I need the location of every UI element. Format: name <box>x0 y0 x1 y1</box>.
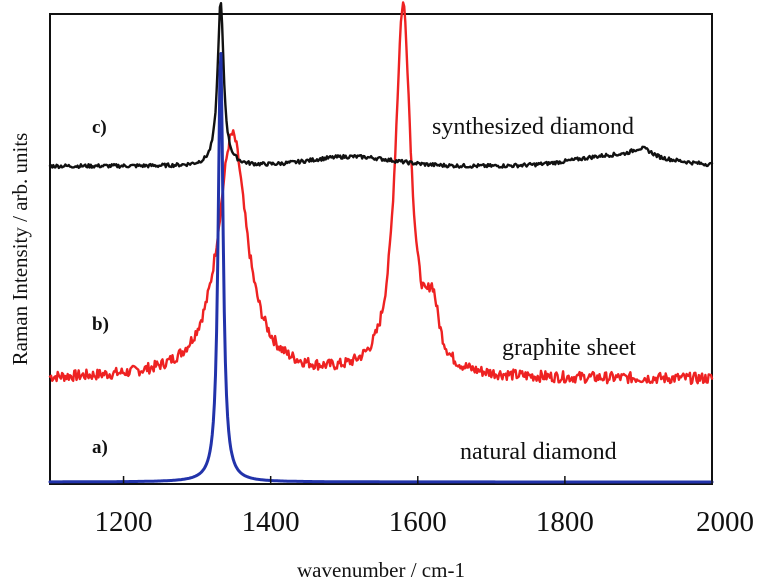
x-axis-title: wavenumber / cm-1 <box>297 558 465 582</box>
panel-label-b: b) <box>92 314 109 335</box>
panel-label-a: a) <box>92 437 108 458</box>
x-tick-label: 2000 <box>696 506 754 538</box>
spectra-curves <box>48 1 714 484</box>
panel-label-c: c) <box>92 117 107 138</box>
x-tick-label: 1200 <box>95 506 153 538</box>
x-tick-label: 1400 <box>242 506 300 538</box>
series-line-graphite-sheet <box>48 1 714 385</box>
series-label-synthesized-diamond: synthesized diamond <box>432 114 634 140</box>
y-axis-title: Raman Intensity / arb. units <box>8 133 32 366</box>
series-label-graphite-sheet: graphite sheet <box>502 335 636 361</box>
x-tick-label: 1800 <box>536 506 594 538</box>
x-tick-label: 1600 <box>389 506 447 538</box>
series-line-natural-diamond <box>48 52 714 484</box>
x-axis-ticks: 1200 1400 1600 1800 2000 <box>95 476 754 538</box>
series-label-natural-diamond: natural diamond <box>460 439 617 465</box>
plot-frame <box>49 13 713 485</box>
series-line-synthesized-diamond <box>48 2 714 170</box>
